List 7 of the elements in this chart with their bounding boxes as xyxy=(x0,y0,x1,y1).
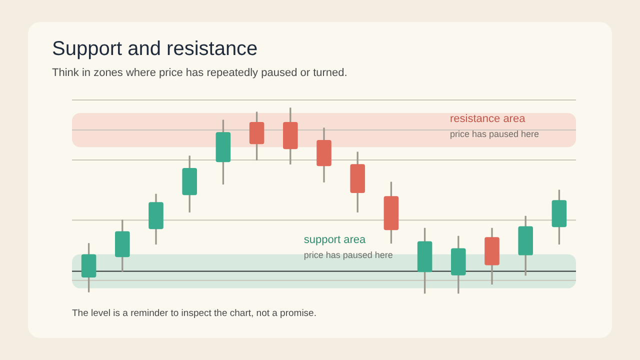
band-label: resistance area xyxy=(450,112,526,125)
annotation: price has paused here xyxy=(304,250,393,260)
band-label: support area xyxy=(304,234,366,246)
text: The level is a reminder to inspect the chart, not a promise. xyxy=(72,308,316,319)
chart-subtitle: Think in zones where price has repeatedly paused or turned. xyxy=(52,67,348,79)
chart-title: Support and resistance xyxy=(52,38,258,61)
annotation: price has paused here xyxy=(450,128,540,139)
